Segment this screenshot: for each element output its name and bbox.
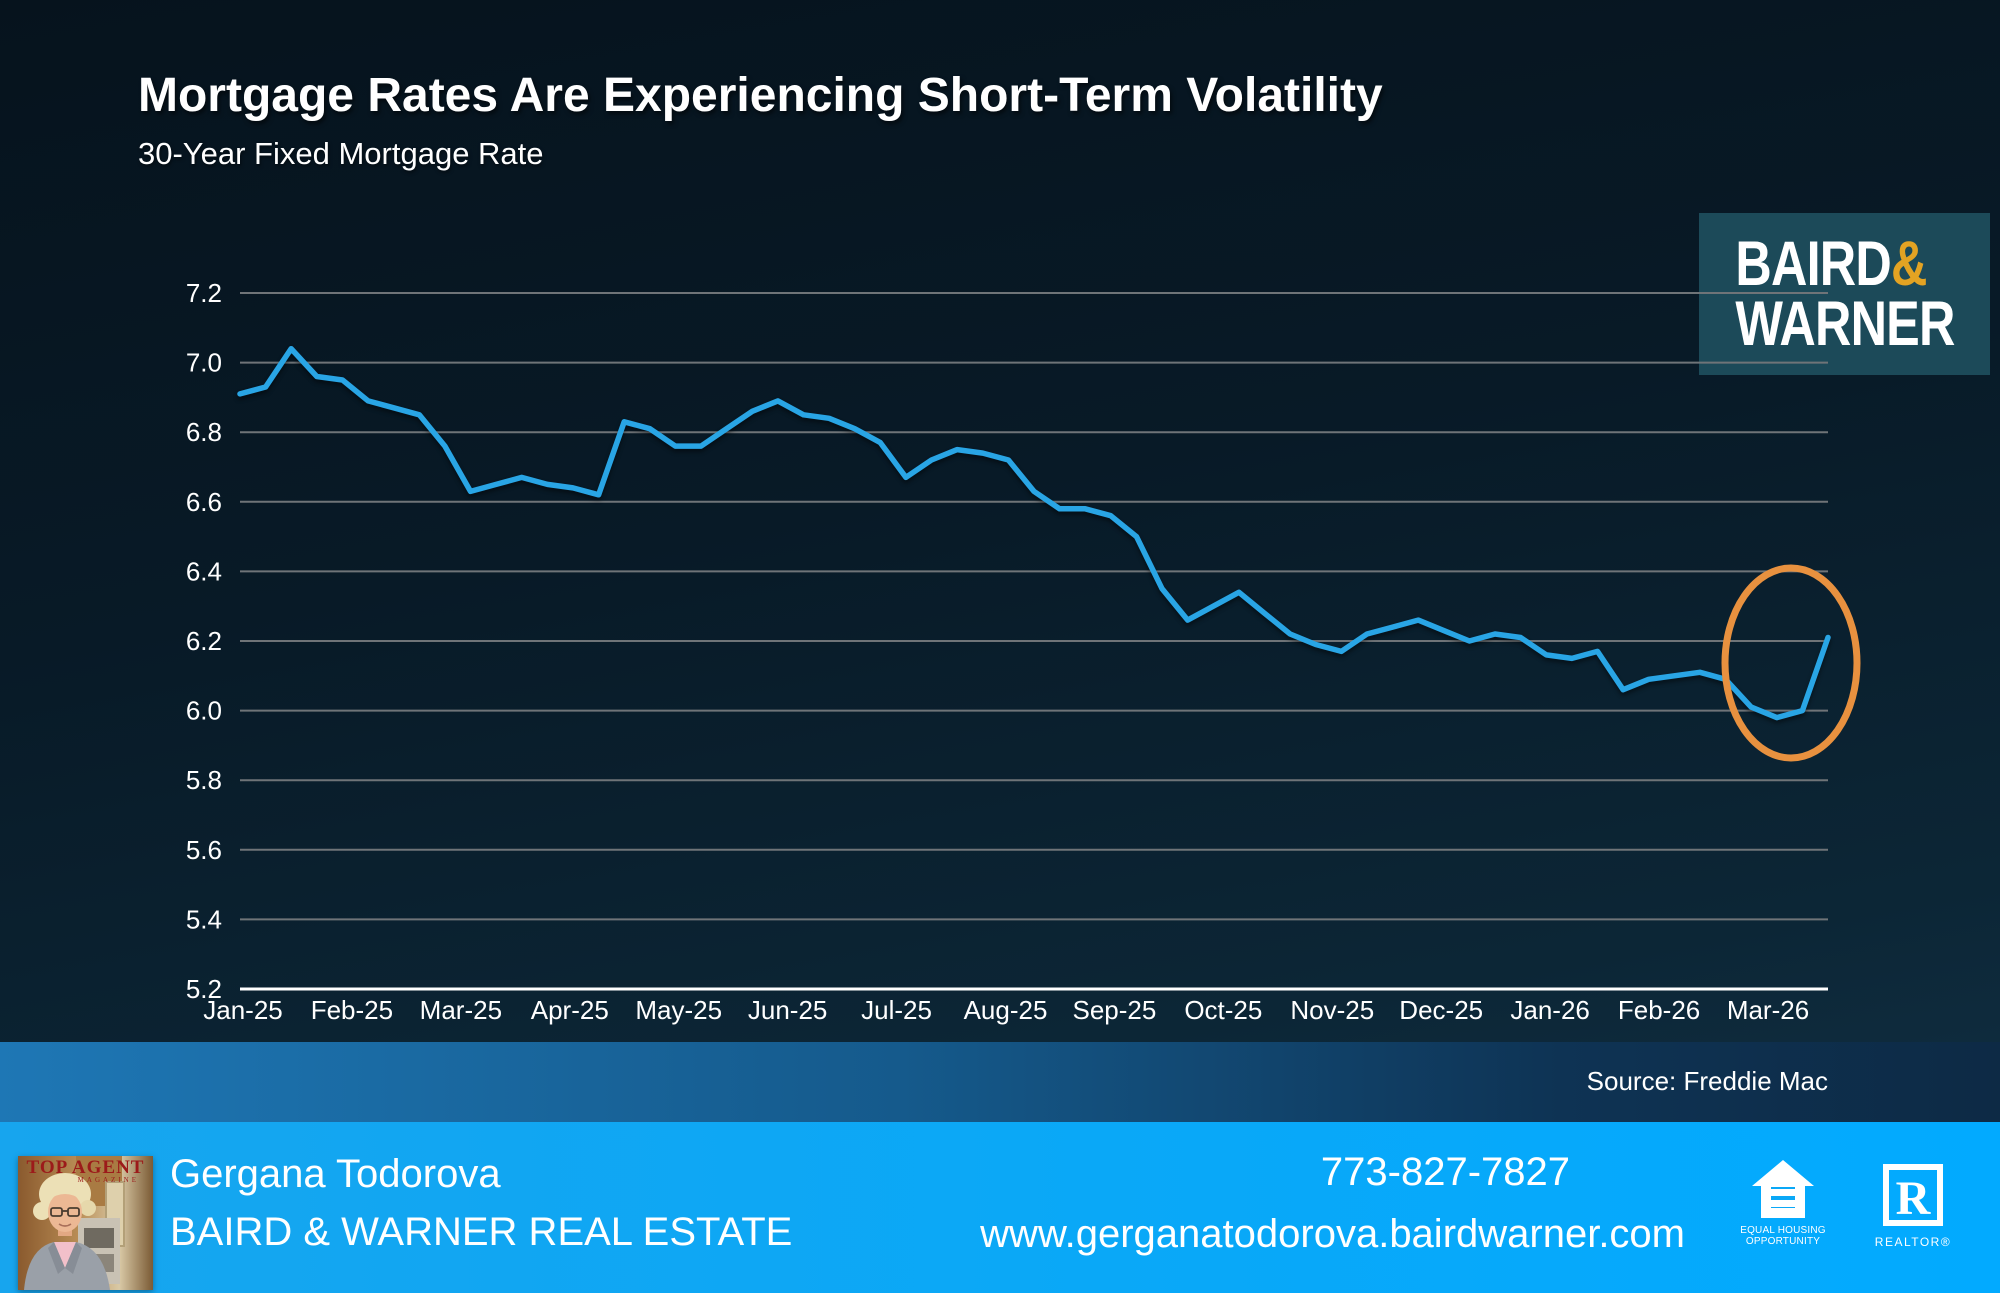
svg-text:R: R bbox=[1896, 1172, 1932, 1225]
x-tick-label: Jan-25 bbox=[203, 995, 283, 1025]
equal-housing-block: EQUAL HOUSING OPPORTUNITY bbox=[1733, 1160, 1833, 1247]
x-tick-label: Feb-26 bbox=[1618, 995, 1700, 1025]
top-agent-badge-line2: MAGAZINE bbox=[77, 1176, 139, 1184]
y-tick-label: 6.0 bbox=[186, 696, 222, 726]
y-tick-label: 5.4 bbox=[186, 904, 222, 934]
company-name: BAIRD & WARNER REAL ESTATE bbox=[170, 1210, 793, 1254]
source-band: Source: Freddie Mac bbox=[0, 1042, 2000, 1122]
baird-warner-logo: BAIRD& WARNER bbox=[1699, 213, 1990, 375]
realtor-icon: R bbox=[1883, 1164, 1943, 1226]
x-tick-label: Mar-25 bbox=[420, 995, 502, 1025]
realtor-label: REALTOR® bbox=[1874, 1235, 1952, 1249]
agent-name: Gergana Todorova bbox=[170, 1152, 501, 1196]
equal-housing-icon bbox=[1752, 1160, 1814, 1218]
source-label: Source: Freddie Mac bbox=[1586, 1066, 1828, 1096]
contact-block: 773-827-7827 www.gerganatodorova.bairdwa… bbox=[900, 1150, 1690, 1257]
equal-housing-label: EQUAL HOUSING OPPORTUNITY bbox=[1740, 1225, 1826, 1247]
agent-photo-art bbox=[18, 1156, 153, 1290]
x-tick-label: Jun-25 bbox=[748, 995, 828, 1025]
glasses bbox=[50, 1207, 63, 1217]
y-tick-label: 5.2 bbox=[186, 974, 222, 1004]
realtor-block: R REALTOR® bbox=[1868, 1164, 1958, 1249]
y-tick-label: 6.4 bbox=[186, 556, 222, 586]
phone-number: 773-827-7827 bbox=[1320, 1150, 1570, 1194]
logo-line2: WARNER bbox=[1734, 289, 1955, 359]
agent-photo: TOP AGENT MAGAZINE bbox=[18, 1156, 153, 1290]
chart-subtitle: 30-Year Fixed Mortgage Rate bbox=[138, 136, 544, 171]
baird-warner-logo-text: BAIRD& WARNER bbox=[1735, 232, 1955, 355]
x-tick-label: Nov-25 bbox=[1290, 995, 1374, 1025]
x-tick-label: Jan-26 bbox=[1510, 995, 1590, 1025]
logo-line1: BAIRD bbox=[1734, 228, 1891, 299]
x-tick-label: Mar-26 bbox=[1727, 995, 1809, 1025]
website-url: www.gerganatodorova.bairdwarner.com bbox=[980, 1212, 1685, 1256]
x-tick-label: Sep-25 bbox=[1073, 995, 1157, 1025]
page-title: Mortgage Rates Are Experiencing Short-Te… bbox=[138, 69, 1383, 122]
x-tick-label: Jul-25 bbox=[861, 995, 932, 1025]
y-tick-label: 5.8 bbox=[186, 765, 222, 795]
y-tick-label: 7.0 bbox=[186, 348, 222, 378]
x-tick-label: May-25 bbox=[635, 995, 722, 1025]
x-tick-label: Dec-25 bbox=[1399, 995, 1483, 1025]
x-tick-label: Apr-25 bbox=[531, 995, 609, 1025]
y-tick-label: 7.2 bbox=[186, 278, 222, 308]
y-tick-label: 6.2 bbox=[186, 626, 222, 656]
y-tick-label: 5.6 bbox=[186, 835, 222, 865]
rate-line bbox=[237, 345, 1831, 721]
face bbox=[48, 1192, 82, 1232]
top-agent-badge-line1: TOP AGENT bbox=[26, 1157, 145, 1178]
logo-ampersand: & bbox=[1890, 228, 1927, 299]
highlight-ellipse bbox=[1721, 564, 1861, 762]
x-tick-label: Oct-25 bbox=[1184, 995, 1262, 1025]
y-tick-label: 6.8 bbox=[186, 417, 222, 447]
footer: TOP AGENT MAGAZINE Gergana Todorova BAIR… bbox=[0, 1122, 2000, 1293]
x-tick-label: Aug-25 bbox=[964, 995, 1048, 1025]
x-tick-label: Feb-25 bbox=[311, 995, 393, 1025]
top-agent-badge: TOP AGENT MAGAZINE bbox=[18, 1158, 153, 1184]
y-tick-label: 6.6 bbox=[186, 487, 222, 517]
